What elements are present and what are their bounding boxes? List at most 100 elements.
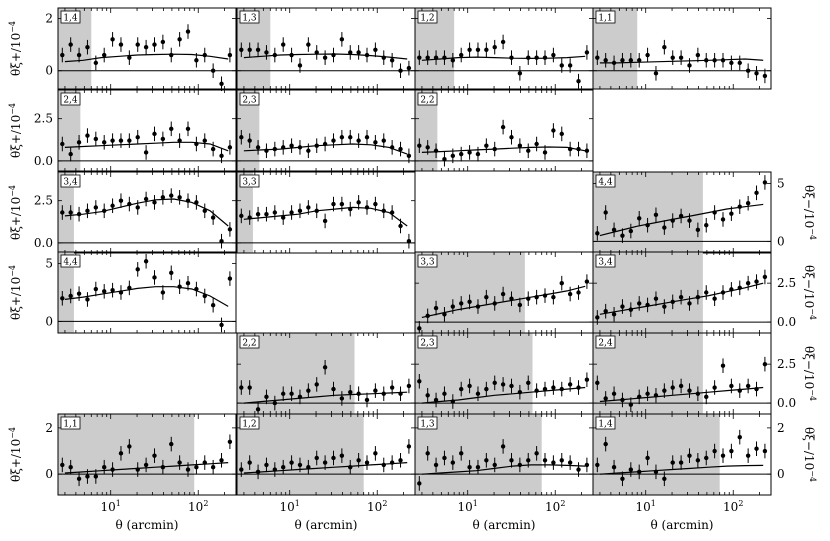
- data-point: [60, 296, 65, 301]
- bin-pair-tag-box: [595, 254, 616, 268]
- data-point: [603, 396, 608, 401]
- data-point: [322, 218, 328, 224]
- data-point: [110, 287, 115, 293]
- y-axis-label: θξ+/10−4: [8, 21, 23, 76]
- x-tick-exponent: 2: [203, 499, 208, 508]
- data-point: [534, 55, 539, 60]
- y-axis-label-exponent: −4: [8, 185, 17, 197]
- y-axis-label-exponent: −4: [808, 228, 817, 240]
- y-tick-label: 0.0: [777, 396, 796, 410]
- data-point: [127, 201, 132, 207]
- data-point: [85, 44, 90, 50]
- data-point: [202, 208, 207, 214]
- y-axis-label: θξ+/10−4: [8, 265, 23, 320]
- data-point: [127, 138, 132, 143]
- panel-frame: [592, 413, 772, 496]
- model-curve: [421, 285, 586, 318]
- data-point: [637, 301, 642, 306]
- data-point: [281, 42, 286, 47]
- panel-3-4: 0.0 2.5 θξ−/10−4 3,4: [592, 251, 817, 334]
- panel-frame: [236, 89, 416, 172]
- x-tick-label: 102: [545, 499, 565, 514]
- data-point: [143, 462, 149, 468]
- data-point: [339, 201, 345, 207]
- data-point: [611, 227, 617, 233]
- data-point: [152, 453, 157, 458]
- data-point: [322, 365, 328, 370]
- data-point: [729, 211, 734, 216]
- data-point: [425, 451, 430, 456]
- data-point: [576, 146, 581, 152]
- data-point: [603, 210, 608, 215]
- x-tick-label: 102: [367, 499, 387, 514]
- panel-2-3: 2,3: [414, 332, 594, 415]
- data-point: [202, 460, 207, 465]
- data-point: [595, 231, 600, 236]
- data-point: [645, 455, 650, 461]
- data-point: [356, 138, 361, 143]
- data-point: [68, 465, 73, 470]
- data-point: [306, 42, 311, 47]
- data-point: [177, 138, 182, 143]
- data-point: [152, 42, 157, 47]
- data-point: [737, 285, 742, 291]
- data-point: [60, 462, 65, 468]
- data-point: [720, 453, 726, 458]
- data-point: [297, 394, 303, 400]
- data-point: [76, 476, 82, 481]
- data-point: [272, 467, 278, 472]
- data-point: [712, 58, 717, 63]
- data-point: [551, 294, 556, 300]
- data-point: [754, 190, 759, 196]
- panel-3-3: 3,3: [236, 171, 416, 254]
- data-point: [306, 148, 311, 153]
- bin-pair-tag-box: [60, 254, 81, 268]
- data-point: [509, 55, 514, 60]
- data-point: [389, 210, 395, 215]
- data-point: [417, 143, 422, 148]
- data-point: [576, 467, 581, 472]
- bin-pair-tag-box: [595, 335, 616, 349]
- data-point: [143, 196, 149, 202]
- data-point: [339, 453, 345, 458]
- data-point: [127, 55, 132, 60]
- y-tick-label: 0: [45, 467, 53, 481]
- data-point: [297, 462, 303, 468]
- y-axis-label-exponent: −4: [808, 308, 817, 320]
- bin-pair-tag: 3,4: [63, 178, 78, 188]
- model-curve: [243, 206, 408, 227]
- data-point: [637, 216, 642, 221]
- data-point: [348, 465, 353, 470]
- panel-1-2: 1,2 101 102 θ (arcmin): [236, 413, 416, 532]
- data-point: [210, 68, 216, 73]
- data-point: [662, 225, 667, 230]
- data-point: [704, 58, 709, 63]
- data-point: [239, 135, 244, 140]
- data-point: [695, 458, 701, 463]
- model-curve: [64, 141, 229, 152]
- data-point: [194, 141, 199, 147]
- y-tick-label: 2: [777, 421, 785, 435]
- data-point: [127, 444, 132, 449]
- data-point: [567, 63, 573, 68]
- data-point: [526, 55, 531, 60]
- data-point: [745, 68, 751, 73]
- data-point: [152, 275, 157, 280]
- data-point: [712, 296, 717, 301]
- data-point: [406, 65, 412, 71]
- data-point: [433, 305, 439, 311]
- model-curve: [243, 391, 408, 404]
- bin-pair-tag: 2,4: [598, 339, 613, 349]
- scale-cut-region: [58, 90, 81, 171]
- x-tick-exponent: 2: [560, 499, 565, 508]
- data-point: [559, 131, 564, 137]
- data-point: [567, 291, 573, 297]
- data-point: [381, 138, 386, 143]
- data-point: [517, 143, 523, 148]
- data-point: [517, 389, 523, 395]
- data-point: [637, 58, 642, 63]
- bin-pair-tag-box: [417, 10, 438, 24]
- data-point: [662, 476, 667, 481]
- data-point: [678, 383, 684, 389]
- data-point: [595, 315, 600, 320]
